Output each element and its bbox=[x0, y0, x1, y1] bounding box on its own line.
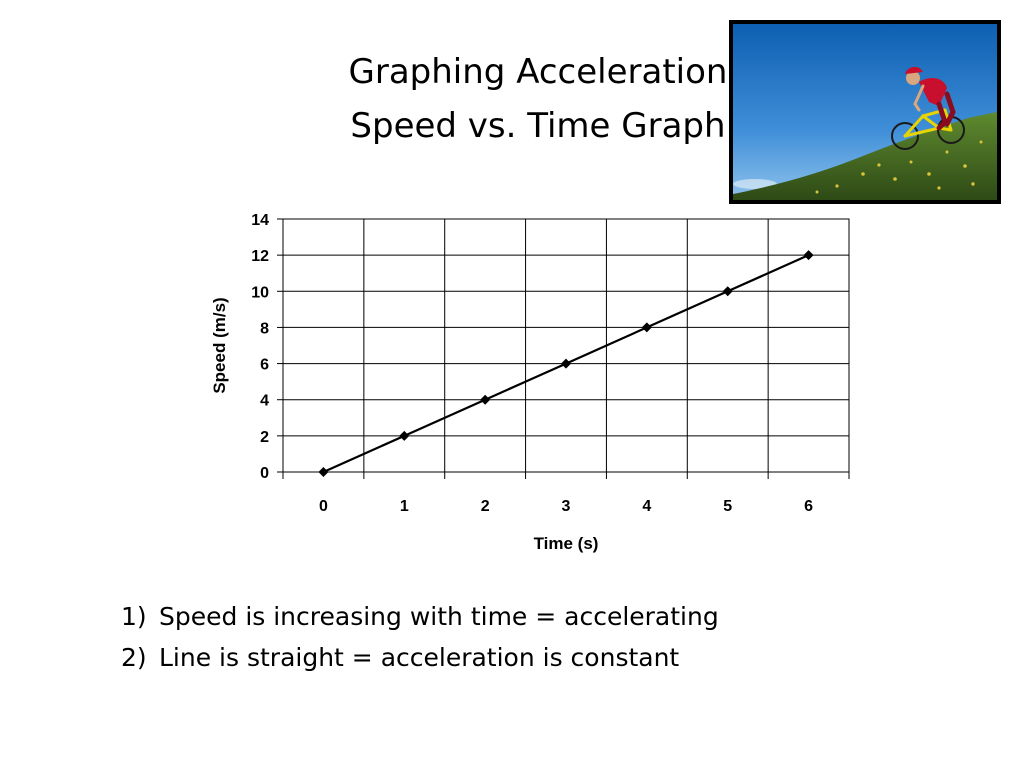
data-point-marker bbox=[641, 322, 652, 333]
y-axis-title: Speed (m/s) bbox=[210, 297, 229, 393]
data-point-marker bbox=[803, 250, 814, 261]
data-point-marker bbox=[722, 286, 733, 297]
plot-area-border bbox=[282, 218, 850, 473]
data-point-marker bbox=[318, 467, 329, 477]
x-tick-label: 3 bbox=[562, 498, 571, 515]
y-tick-label: 0 bbox=[260, 465, 269, 482]
data-point-marker bbox=[480, 394, 491, 405]
x-axis-title: Time (s) bbox=[534, 534, 599, 553]
bullet-number: 2) bbox=[121, 643, 147, 672]
x-tick-label: 4 bbox=[642, 498, 651, 515]
bullet-text: Speed is increasing with time = accelera… bbox=[159, 602, 719, 631]
axis-ticks bbox=[277, 218, 850, 479]
mountain-biker-photo bbox=[729, 20, 1001, 204]
y-tick-label: 4 bbox=[260, 393, 269, 410]
slide-title-line-2: Speed vs. Time Graph bbox=[350, 106, 726, 146]
y-axis-tick-labels: 0 2 4 6 8 10 12 14 bbox=[251, 212, 269, 482]
x-tick-label: 6 bbox=[804, 498, 813, 515]
x-tick-label: 1 bbox=[400, 498, 409, 515]
chart-grid bbox=[282, 218, 850, 473]
y-tick-label: 6 bbox=[260, 357, 269, 374]
bullet-item: 2) Line is straight = acceleration is con… bbox=[121, 637, 719, 678]
x-axis-tick-labels: 0 1 2 3 4 5 6 bbox=[319, 498, 813, 515]
y-tick-label: 12 bbox=[251, 248, 269, 265]
bullet-number: 1) bbox=[121, 602, 147, 631]
bullet-text: Line is straight = acceleration is const… bbox=[159, 643, 680, 672]
data-point-marker bbox=[399, 430, 410, 441]
y-tick-label: 2 bbox=[260, 429, 269, 446]
x-tick-label: 2 bbox=[481, 498, 490, 515]
bullet-item: 1) Speed is increasing with time = accele… bbox=[121, 596, 719, 637]
slide-title-line-1: Graphing Acceleration bbox=[348, 52, 728, 92]
x-tick-label: 0 bbox=[319, 498, 328, 515]
slide-bullet-list: 1) Speed is increasing with time = accele… bbox=[121, 596, 719, 678]
y-tick-label: 14 bbox=[251, 212, 269, 229]
y-tick-label: 8 bbox=[260, 320, 269, 337]
data-point-marker bbox=[561, 358, 571, 369]
x-tick-label: 5 bbox=[723, 498, 732, 515]
speed-series-markers bbox=[318, 250, 814, 477]
y-tick-label: 10 bbox=[251, 284, 269, 301]
